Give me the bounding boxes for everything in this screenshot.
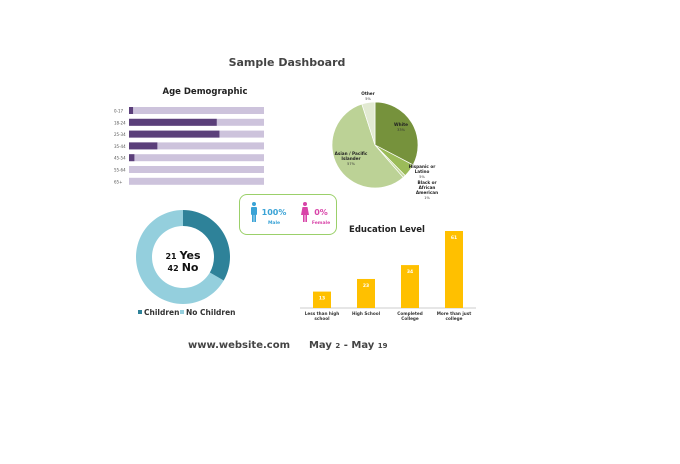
age-tick-label: 65+ — [114, 179, 122, 184]
pie-value-label: 5% — [365, 97, 371, 101]
education-bar — [313, 291, 331, 308]
x-tick-label: More than just — [437, 311, 472, 316]
date-from-day: 2 — [335, 342, 341, 350]
age-bar — [129, 154, 135, 162]
pie-label: American — [416, 190, 438, 195]
date-to-month: May — [351, 340, 375, 351]
male-percent: 100% — [262, 208, 287, 217]
legend-no-children: No Children — [186, 308, 236, 317]
bar-value-label: 61 — [451, 235, 457, 241]
age-tick-label: 0-17 — [114, 109, 124, 114]
female-label: Female — [312, 220, 330, 226]
age-tick-label: 35-44 — [114, 144, 126, 149]
bar-value-label: 23 — [363, 283, 369, 289]
male-label: Male — [268, 220, 280, 226]
date-from-month: May — [308, 340, 332, 351]
yes-count: 21 Yes — [165, 249, 201, 262]
x-tick-label: College — [401, 316, 419, 321]
no-count: 42 No — [168, 261, 199, 274]
age-bar — [129, 118, 217, 126]
age-bar — [129, 142, 158, 150]
x-tick-label: school — [314, 316, 330, 321]
pie-label: White — [394, 122, 408, 127]
bar-value-label: 34 — [407, 269, 413, 275]
age-bar-track — [129, 107, 264, 114]
footer: www.website.com May 2 - May 19 — [188, 340, 388, 351]
donut-segment — [136, 210, 224, 304]
age-tick-label: 55-64 — [114, 168, 126, 173]
age-bar — [129, 107, 134, 114]
pie-value-label: 57% — [347, 162, 355, 166]
bar-value-label: 13 — [319, 296, 325, 302]
age-chart-title: Age Demographic — [162, 87, 247, 97]
pie-label: Islander — [341, 156, 361, 161]
age-demographic-chart: Age Demographic 0-17 18-24 25-34 35-44 45-54… — [114, 87, 264, 185]
female-percent: 0% — [314, 208, 328, 217]
female-icon — [301, 202, 309, 222]
education-bar — [401, 265, 419, 308]
gender-panel: 100% Male 0% Female — [251, 202, 330, 226]
dashboard-title: Sample Dashboard — [228, 56, 346, 69]
education-bar — [445, 231, 463, 308]
male-icon — [251, 202, 257, 222]
website-link[interactable]: www.website.com — [188, 340, 291, 351]
legend-swatch-no-children — [180, 310, 184, 314]
pie-label: African — [419, 185, 436, 190]
pie-label: Latino — [415, 169, 430, 174]
x-tick-label: college — [446, 316, 463, 321]
education-bar — [357, 278, 375, 308]
pie-slice — [361, 101, 376, 146]
pie-slice — [374, 101, 419, 166]
age-tick-label: 18-24 — [114, 120, 126, 125]
date-to-day: 19 — [377, 342, 388, 350]
x-tick-label: High School — [352, 311, 381, 316]
pie-slice — [331, 103, 404, 189]
x-tick-label: Less than high — [305, 311, 340, 316]
pie-label: Hispanic or — [409, 164, 436, 169]
pie-label: Asian / Pacific — [335, 151, 368, 156]
gender-box — [239, 194, 337, 235]
x-tick-label: Completed — [397, 311, 422, 316]
age-bar-track — [129, 142, 264, 150]
legend-swatch-children — [138, 310, 142, 314]
pie-label: Other — [361, 91, 375, 96]
education-chart-title: Education Level — [349, 225, 425, 235]
date-separator: - — [343, 340, 348, 351]
age-bar-track — [129, 177, 264, 185]
age-bar-track — [129, 166, 264, 173]
pie-value-label: 1% — [424, 196, 430, 200]
pie-value-label: 33% — [397, 128, 405, 132]
legend-children: Children — [144, 308, 179, 317]
age-tick-label: 25-34 — [114, 132, 126, 137]
age-bar-track — [129, 154, 264, 162]
age-bar — [129, 130, 220, 138]
pie-label: Black or — [417, 180, 437, 185]
pie-value-label: 5% — [419, 175, 425, 179]
children-donut-chart: 21 Yes 42 No Children No Children — [136, 210, 236, 317]
age-tick-label: 45-54 — [114, 156, 126, 161]
donut-segment — [183, 210, 230, 281]
